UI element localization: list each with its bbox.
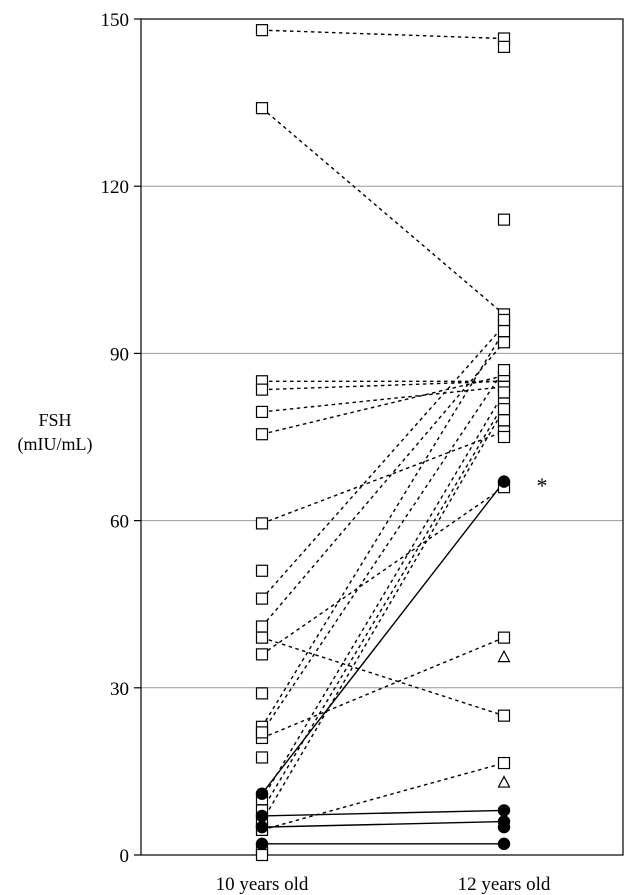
square-marker [497, 709, 511, 722]
triangle-marker [497, 775, 511, 788]
filled-circle-marker [497, 804, 511, 817]
solid-connector [261, 820, 505, 828]
y-tick-labels: 0 30 60 90 120 150 [101, 10, 141, 867]
square-marker [255, 517, 269, 530]
square-marker [255, 102, 269, 115]
dashed-connector [261, 369, 505, 733]
square-marker [497, 313, 511, 327]
square-marker [497, 403, 511, 416]
square-marker [497, 756, 511, 770]
y-tick-label: 90 [110, 344, 129, 365]
dashed-connector [261, 386, 505, 413]
square-marker [255, 428, 269, 441]
square-marker [497, 631, 511, 644]
filled-circle-marker [497, 837, 511, 851]
dashed-connector [261, 330, 505, 728]
dashed-connector [261, 392, 505, 800]
filled-circle-marker [497, 475, 511, 488]
y-tick-label: 150 [101, 10, 130, 31]
square-marker [255, 383, 269, 396]
square-marker [255, 620, 269, 633]
x-tick-label: 10 years old [216, 874, 309, 895]
square-marker [497, 40, 511, 53]
gridlines [141, 185, 623, 689]
dashed-connector [261, 403, 505, 811]
square-marker [497, 364, 511, 377]
square-marker [255, 848, 269, 862]
filled-circle-marker [497, 820, 511, 834]
y-axis-label: FSH (mIU/mL) [10, 408, 100, 456]
dashed-connector [261, 29, 505, 40]
square-marker [255, 648, 269, 661]
dashed-connector [261, 380, 505, 391]
square-marker [255, 631, 269, 644]
dashed-connector [261, 636, 505, 739]
square-marker [255, 24, 269, 37]
square-marker [255, 751, 269, 764]
solid-connector [261, 809, 505, 817]
filled-circle-marker [255, 787, 269, 800]
square-marker [255, 726, 269, 739]
plot-frame [140, 18, 624, 856]
x-tick-label: 12 years old [458, 874, 551, 895]
dashed-connector [261, 486, 505, 655]
y-axis-label-line2: (mIU/mL) [17, 434, 93, 454]
y-tick-label: 60 [110, 512, 129, 533]
dashed-connector [261, 762, 505, 831]
dashed-connector [261, 325, 505, 600]
filled-circle-marker [255, 809, 269, 823]
square-marker [497, 213, 511, 226]
square-marker [255, 564, 269, 577]
square-marker [497, 430, 511, 444]
y-tick-label: 120 [101, 177, 130, 198]
square-marker [497, 325, 511, 338]
square-marker [255, 405, 269, 419]
y-axis-label-line1: FSH [38, 410, 72, 430]
square-marker [255, 687, 269, 700]
solid-connector [261, 481, 505, 795]
square-marker [497, 336, 511, 349]
square-marker [497, 414, 511, 427]
data-markers [255, 24, 511, 862]
triangle-marker [497, 649, 511, 663]
filled-circle-marker [255, 837, 269, 851]
square-marker [497, 386, 511, 399]
square-marker [255, 592, 269, 605]
connecting-lines [261, 29, 505, 845]
significance-asterisk: * [537, 473, 548, 498]
y-tick-label: 0 [120, 846, 130, 867]
filled-circle-marker [255, 820, 269, 834]
dashed-connector [261, 430, 505, 525]
x-tick-labels: 10 years old 12 years old [216, 874, 551, 895]
dashed-connector [261, 408, 505, 822]
dashed-connector [261, 107, 505, 315]
dashed-connector [261, 341, 505, 627]
y-tick-label: 30 [110, 679, 129, 700]
dashed-connector [261, 636, 505, 717]
